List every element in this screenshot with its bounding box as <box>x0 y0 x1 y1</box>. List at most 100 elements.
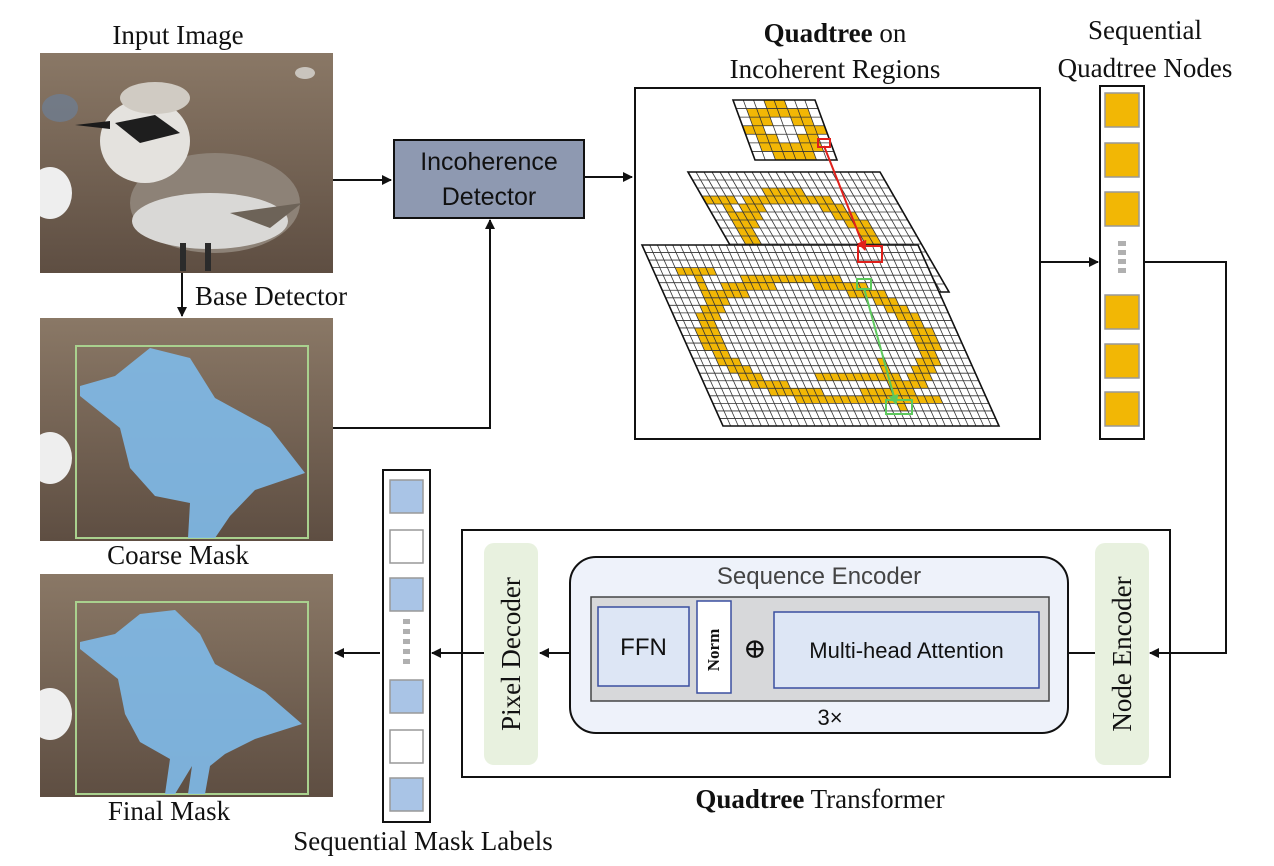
grid-top-gridline <box>753 99 776 161</box>
grid-top-cell <box>803 151 817 160</box>
node-encoder-label: Node Encoder <box>1107 576 1137 732</box>
grid-top-gridline <box>773 99 797 161</box>
grid-mid-cell <box>769 188 782 196</box>
transformer-title: Quadtree Transformer <box>640 784 1000 814</box>
mask-label-cell <box>389 729 424 764</box>
grid-mid-cell <box>781 196 795 204</box>
red-link <box>823 145 867 251</box>
grid-mid-cell <box>725 196 739 204</box>
transformer-title-bold: Quadtree <box>695 784 805 814</box>
grid-mid-cell <box>747 220 761 228</box>
grid-top-cell <box>758 142 773 152</box>
grid-top-cell <box>814 125 828 135</box>
grid-mid-cell <box>773 196 787 204</box>
pixel-decoder-label: Pixel Decoder <box>496 577 526 731</box>
mask-label-ellipsis <box>403 629 410 634</box>
grid-mid-cell <box>741 196 755 204</box>
grid-mid-cell <box>868 236 882 244</box>
pixel-decoder-block <box>484 543 538 765</box>
grid-top-gridline <box>794 99 817 161</box>
grid-top-cell <box>742 125 756 135</box>
ffn-block <box>597 606 690 687</box>
grid-top-gridline <box>742 99 766 161</box>
grid-top-cell <box>792 151 807 160</box>
grid-mid-cell <box>746 204 759 212</box>
grid-mid-cell <box>717 196 731 204</box>
arrow-nodes-to-encoder <box>1144 261 1227 658</box>
final-mask-label: Final Mask <box>107 796 231 826</box>
node-ellipsis <box>1118 259 1126 264</box>
grid-mid-cell <box>839 212 852 220</box>
grid-top-cell <box>769 142 783 152</box>
grid-mid-cell <box>859 220 873 228</box>
grid-mid-cell <box>834 204 847 212</box>
grid-mid-cell <box>754 204 767 212</box>
grid-mid-cell <box>856 228 869 236</box>
grid-top-cell <box>790 117 804 126</box>
grid-mid-cell <box>797 196 811 204</box>
sequence-encoder-title: Sequence Encoder <box>716 563 922 590</box>
input-image <box>40 53 333 273</box>
grid-top-cell <box>746 108 760 118</box>
grid-top-cell <box>777 108 791 118</box>
quadtree-title-bold: Quadtree <box>763 18 873 48</box>
grid-top-cell <box>755 134 770 143</box>
sequential-nodes-line1: Sequential <box>1088 15 1202 45</box>
oplus-symbol: ⊕ <box>743 634 767 665</box>
grid-top-cell <box>800 117 815 126</box>
mask-label-cell <box>389 679 424 714</box>
sequential-node <box>1104 142 1140 178</box>
grid-mid-cell <box>748 236 762 244</box>
grid-mid-cell <box>843 220 857 228</box>
grid-top-cell <box>752 125 767 135</box>
grid-mid-cell <box>757 196 771 204</box>
mask-labels-title: Sequential Mask Labels <box>293 826 553 856</box>
multihead-attention-label: Multi-head Attention <box>809 638 1004 663</box>
grid-mid-cell <box>765 196 779 204</box>
grid-top-cell <box>774 100 788 109</box>
grid-top-cell <box>810 142 824 152</box>
grid-top-gridline <box>783 99 807 161</box>
grid-mid-cell <box>731 220 745 228</box>
grid-mid-cell <box>740 236 754 244</box>
grid-top-cell <box>756 108 771 118</box>
grid-mid-cell <box>789 196 803 204</box>
base-detector-label: Base Detector <box>195 281 348 311</box>
incoherence-detector-line1: Incoherence <box>420 148 558 176</box>
mask-label-ellipsis <box>403 649 410 654</box>
mask-labels-column <box>382 469 431 823</box>
sequential-node <box>1104 92 1140 128</box>
repeat-count: 3× <box>817 705 843 730</box>
quadtree-title-on: on <box>872 18 907 48</box>
grid-mid-cell <box>744 228 757 236</box>
grid-mid-cell <box>727 212 740 220</box>
grid-top-cell <box>759 117 774 126</box>
sequential-nodes-line2: Quadtree Nodes <box>1057 53 1233 83</box>
grid-mid-cell <box>735 212 748 220</box>
grid-mid-cell <box>777 188 790 196</box>
quadtree-level-bottom <box>640 244 1001 427</box>
grid-top-cell <box>796 134 811 143</box>
node-ellipsis <box>1118 268 1126 273</box>
grid-top-cell <box>766 108 781 118</box>
sequential-node <box>1104 191 1140 227</box>
grid-top-cell <box>749 117 763 126</box>
arrow-coarse-to-detector <box>333 219 495 429</box>
coarse-mask-image <box>40 318 333 541</box>
grid-mid-cell <box>701 196 715 204</box>
mask-label-cell <box>389 777 424 812</box>
red-node-mid <box>857 245 883 263</box>
mask-label-cell <box>389 577 424 612</box>
grid-mid-cell <box>864 228 877 236</box>
grid-mid-cell <box>761 188 774 196</box>
incoherence-detector-line2: Detector <box>441 183 537 211</box>
grid-mid-cell <box>749 196 763 204</box>
coarse-mask-label: Coarse Mask <box>107 540 249 570</box>
grid-top-cell <box>797 108 812 118</box>
incoherence-detector <box>393 139 585 219</box>
grid-mid-cell <box>739 220 753 228</box>
node-ellipsis <box>1118 250 1126 255</box>
mask-label-ellipsis <box>403 619 410 624</box>
